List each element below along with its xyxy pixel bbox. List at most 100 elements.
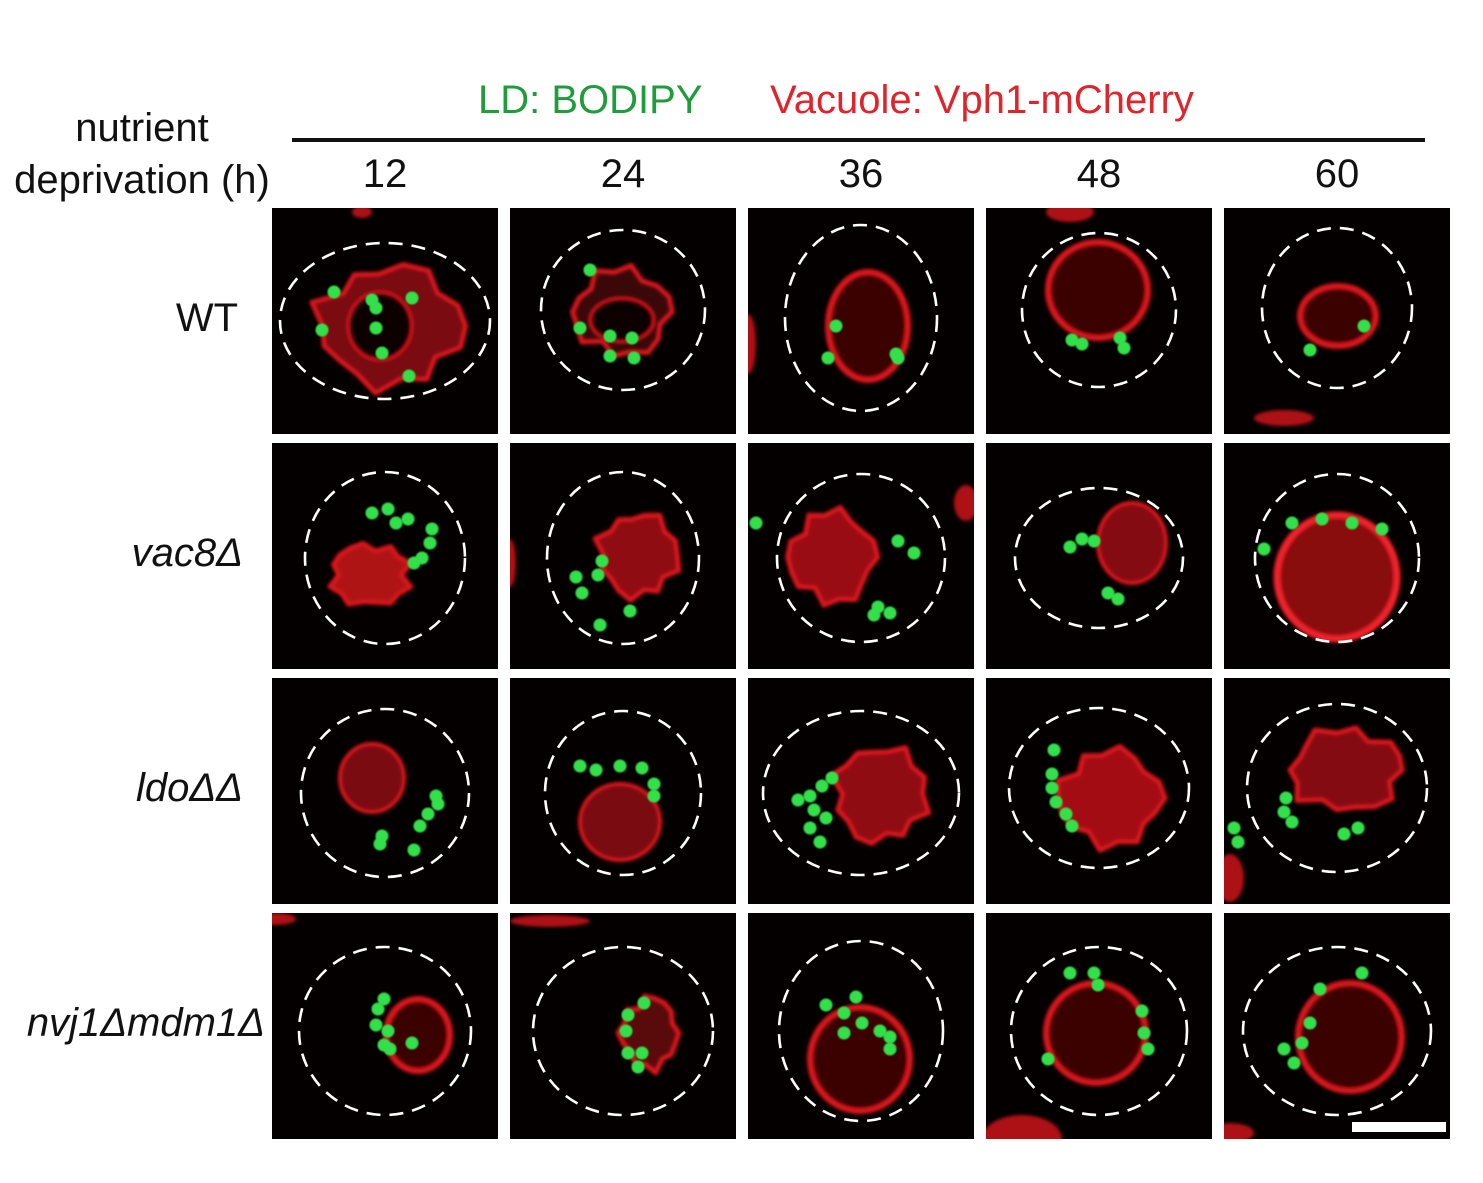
column-label-60h: 60	[1314, 152, 1360, 196]
lipid-droplet	[635, 761, 649, 775]
micrograph-panel-wt-48h	[986, 208, 1212, 434]
lipid-droplet	[749, 516, 763, 530]
vacuole-lumen	[588, 296, 656, 344]
lipid-droplet	[791, 793, 805, 807]
lipid-droplet	[1277, 1042, 1291, 1056]
row-label-vac8: vac8Δ	[131, 531, 243, 575]
micrograph-panel-wt-24h	[510, 208, 736, 434]
column-label-48h: 48	[1076, 152, 1122, 196]
lipid-droplet	[425, 522, 439, 536]
neighbour-fragment	[352, 208, 372, 218]
neighbour-fragment	[1254, 410, 1314, 426]
vacuole-membrane	[825, 269, 911, 383]
micrograph-image	[1253, 472, 1421, 644]
cell-outline-dashed	[1260, 226, 1414, 390]
lipid-droplet	[373, 837, 387, 851]
lipid-droplet	[369, 1018, 383, 1032]
micrograph-panel-ldo-48h	[986, 678, 1212, 904]
micrograph-panel-ldo-60h	[1224, 678, 1450, 904]
lipid-droplet	[807, 803, 821, 817]
lipid-droplet	[365, 506, 379, 520]
lipid-droplet	[1087, 534, 1101, 548]
lipid-droplet	[1101, 586, 1115, 600]
lipid-droplet	[1049, 795, 1063, 809]
neighbour-fragment	[1224, 1123, 1254, 1139]
cell-outline-dashed	[1013, 486, 1185, 630]
lipid-droplet	[389, 516, 403, 530]
micrograph-image	[1013, 486, 1185, 630]
lipid-droplet	[803, 789, 817, 803]
lipid-droplet	[413, 819, 427, 833]
vacuole	[1287, 725, 1405, 813]
lipid-droplet	[1285, 815, 1299, 829]
cell-outline-dashed	[1241, 945, 1433, 1117]
lipid-droplet	[375, 346, 389, 360]
lipid-droplet	[1091, 978, 1105, 992]
micrograph-image	[299, 707, 471, 879]
lipid-droplet	[837, 1026, 851, 1040]
lipid-droplet	[423, 536, 437, 550]
lipid-droplet	[1117, 341, 1131, 355]
lipid-droplet	[327, 285, 341, 299]
micrograph-image	[748, 223, 939, 413]
lipid-droplet	[619, 1024, 633, 1038]
cell-outline-dashed	[303, 470, 467, 646]
vacuole	[592, 512, 682, 603]
lipid-droplet	[381, 502, 395, 516]
micrograph-panel-wt-36h	[748, 208, 974, 434]
lipid-droplet	[369, 321, 383, 335]
cell-outline-dashed	[1245, 702, 1429, 874]
axis-title-line-1: nutrient	[75, 106, 209, 150]
lipid-droplet	[825, 771, 839, 785]
micrograph-image	[761, 709, 961, 877]
lipid-droplet	[821, 351, 835, 365]
lipid-droplet	[1351, 821, 1365, 835]
cell-outline-dashed	[531, 945, 715, 1117]
micrograph-image	[1224, 945, 1433, 1139]
column-label-12h: 12	[362, 152, 408, 196]
micrograph-panel-vac8-12h	[272, 443, 498, 669]
lipid-droplet	[891, 351, 905, 365]
micrograph-image	[1007, 706, 1191, 870]
lipid-droplet	[631, 1060, 645, 1074]
micrograph-image	[1020, 208, 1178, 389]
lipid-droplet	[1303, 343, 1317, 357]
lipid-droplet	[1279, 791, 1293, 805]
lipid-droplet	[1345, 516, 1359, 530]
micrograph-image	[986, 945, 1189, 1139]
micrograph-image	[543, 709, 703, 877]
cell-outline-dashed	[545, 470, 701, 646]
scale-bar	[1352, 1122, 1446, 1132]
lipid-droplet	[819, 998, 833, 1012]
lipid-droplet	[377, 992, 391, 1006]
neighbour-fragment	[1046, 208, 1094, 222]
micrograph-image	[272, 913, 473, 1117]
lipid-droplet	[867, 608, 881, 622]
neighbour-fragment	[272, 913, 296, 925]
lipid-droplet	[407, 843, 421, 857]
cell-outline-dashed	[777, 939, 945, 1123]
vacuole	[578, 782, 662, 862]
vacuole	[828, 745, 932, 846]
vacuole	[338, 742, 406, 814]
lipid-droplet	[1313, 982, 1327, 996]
vacuole	[785, 504, 881, 608]
micrograph-image	[777, 939, 945, 1123]
cell-outline-dashed	[299, 707, 471, 879]
micrograph-panel-vac8-60h	[1224, 443, 1450, 669]
lipid-droplet	[1141, 1042, 1155, 1056]
lipid-droplet	[1045, 781, 1059, 795]
cell-outline-dashed	[783, 223, 939, 413]
lipid-droplet	[1295, 1036, 1309, 1050]
cell-outline-dashed	[539, 228, 707, 392]
lipid-droplet	[595, 554, 609, 568]
lipid-droplet	[621, 1046, 635, 1060]
lipid-droplet	[381, 1024, 395, 1038]
cell-outline-dashed	[761, 709, 961, 877]
lipid-droplet	[401, 512, 415, 526]
micrograph-panel-nvj1mdm1-36h	[748, 913, 974, 1139]
micrograph-image	[749, 472, 974, 644]
lipid-droplet	[1113, 331, 1127, 345]
lipid-droplet	[837, 1006, 851, 1020]
lipid-droplet	[803, 821, 817, 835]
